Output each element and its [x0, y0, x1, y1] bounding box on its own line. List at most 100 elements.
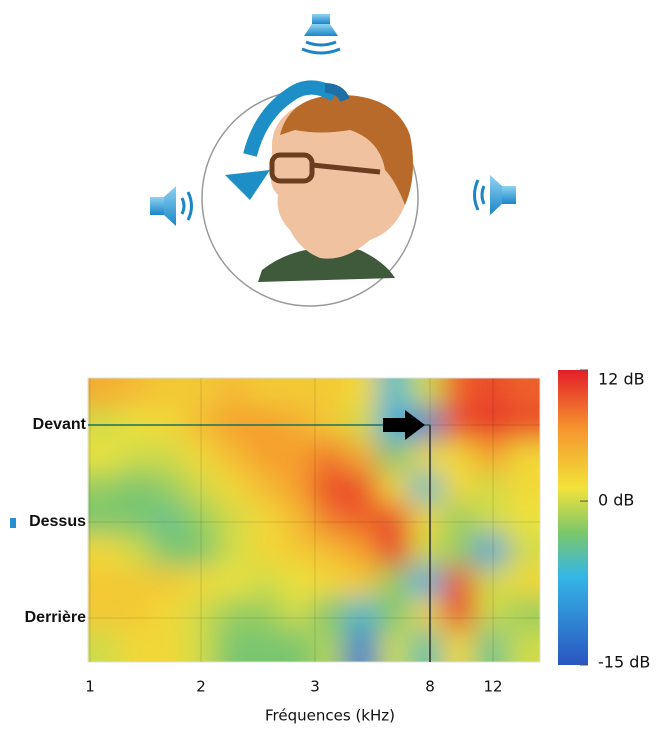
- heat-cell: [474, 598, 508, 632]
- heat-cell: [378, 629, 412, 693]
- heat-cell: [410, 440, 444, 474]
- heat-cell: [152, 598, 186, 632]
- heat-cell: [313, 503, 347, 537]
- heat-cell: [152, 566, 186, 600]
- illustration: [150, 14, 516, 306]
- heat-cell: [248, 598, 282, 632]
- heat-cell: [345, 440, 379, 474]
- heat-cell: [442, 629, 476, 693]
- heat-cell: [216, 440, 250, 474]
- figure: Fréquences (kHz) 123812DevantDessusDerri…: [0, 0, 667, 729]
- heat-cell: [57, 535, 121, 569]
- heat-cell: [248, 440, 282, 474]
- heat-cell: [216, 503, 250, 537]
- heat-cell: [119, 440, 153, 474]
- heat-cell: [248, 566, 282, 600]
- heat-cell: [345, 503, 379, 537]
- heat-cell: [313, 347, 347, 411]
- heat-cell: [410, 347, 444, 411]
- heat-cell: [216, 472, 250, 506]
- heat-cell: [216, 566, 250, 600]
- y-tick-label: Dessus: [29, 513, 86, 530]
- colorbar: [558, 370, 588, 665]
- heat-cell: [474, 440, 508, 474]
- heat-cell: [281, 598, 315, 632]
- heat-cell: [474, 503, 508, 537]
- y-tick-label: Derrière: [25, 609, 86, 626]
- heat-cell: [378, 535, 412, 569]
- heat-cell: [313, 598, 347, 632]
- heat-cell: [378, 598, 412, 632]
- marker: [10, 518, 16, 528]
- heat-cell: [152, 535, 186, 569]
- heat-cell: [474, 535, 508, 569]
- x-tick-label: 1: [85, 678, 95, 696]
- heat-cell: [119, 598, 153, 632]
- x-tick-label: 3: [310, 678, 320, 696]
- heat-cell: [313, 566, 347, 600]
- heat-cell: [474, 472, 508, 506]
- heat-cell: [442, 440, 476, 474]
- heat-cell: [474, 566, 508, 600]
- heat-cell: [248, 535, 282, 569]
- heat-cell: [313, 535, 347, 569]
- heat-cell: [119, 566, 153, 600]
- heat-cell: [152, 472, 186, 506]
- colorbar-label: 12 dB: [598, 370, 645, 389]
- x-tick-label: 8: [425, 678, 435, 696]
- heat-cell: [216, 629, 250, 693]
- heat-cell: [216, 535, 250, 569]
- heat-cell: [378, 566, 412, 600]
- heat-cell: [119, 535, 153, 569]
- heat-cell: [410, 503, 444, 537]
- heat-cell: [442, 598, 476, 632]
- heat-cell: [281, 503, 315, 537]
- heat-cell: [378, 472, 412, 506]
- heat-cell: [281, 472, 315, 506]
- heat-cell: [345, 472, 379, 506]
- heat-cell: [119, 629, 153, 693]
- heat-cell: [378, 440, 412, 474]
- heat-cell: [345, 566, 379, 600]
- heatmap: [57, 347, 571, 693]
- heat-cell: [57, 566, 121, 600]
- heat-cell: [345, 535, 379, 569]
- y-tick-label: Devant: [33, 416, 87, 433]
- heat-cell: [119, 347, 153, 411]
- heat-cell: [410, 566, 444, 600]
- heat-cell: [152, 629, 186, 693]
- heat-cell: [410, 535, 444, 569]
- heat-cell: [442, 566, 476, 600]
- heat-cell: [345, 598, 379, 632]
- heat-cell: [345, 347, 379, 411]
- colorbar-label: -15 dB: [598, 653, 650, 672]
- heat-cell: [281, 535, 315, 569]
- heat-cell: [410, 472, 444, 506]
- heat-cell: [313, 440, 347, 474]
- heat-cell: [442, 503, 476, 537]
- heat-cell: [281, 440, 315, 474]
- x-axis-label: Fréquences (kHz): [265, 707, 395, 725]
- x-tick-label: 12: [483, 678, 502, 696]
- heat-cell: [57, 472, 121, 506]
- heat-cell: [152, 347, 186, 411]
- heat-cell: [216, 598, 250, 632]
- heat-cell: [248, 472, 282, 506]
- heat-cell: [216, 347, 250, 411]
- heat-cell: [248, 503, 282, 537]
- heat-cell: [152, 503, 186, 537]
- heat-cell: [281, 347, 315, 411]
- heat-cell: [57, 440, 121, 474]
- heat-cell: [119, 472, 153, 506]
- heat-cell: [378, 503, 412, 537]
- heat-cell: [410, 598, 444, 632]
- heat-cell: [248, 347, 282, 411]
- heat-cell: [442, 347, 476, 411]
- heat-cell: [345, 629, 379, 693]
- colorbar-label: 0 dB: [598, 491, 634, 510]
- heat-cell: [474, 347, 508, 411]
- heat-cell: [281, 566, 315, 600]
- x-tick-label: 2: [196, 678, 206, 696]
- heat-cell: [313, 472, 347, 506]
- heat-cell: [152, 440, 186, 474]
